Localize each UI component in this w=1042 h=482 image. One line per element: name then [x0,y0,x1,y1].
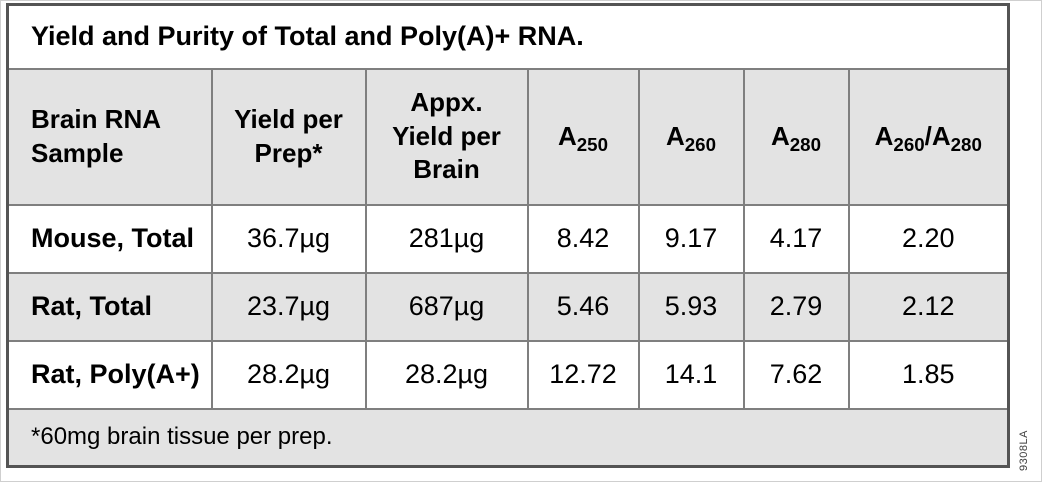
table-row: Mouse, Total 36.7µg 281µg 8.42 9.17 4.17 2.20 [6,203,1010,274]
column-header-4: A250 [526,67,640,206]
cell-value: 36.7µg [210,203,367,274]
cell-sample: Rat, Poly(A+) [6,339,213,410]
column-header-2: Yield per Prep* [210,67,367,206]
cell-value: 4.17 [742,203,850,274]
title-row: Yield and Purity of Total and Poly(A)+ R… [6,3,1010,70]
footnote-row: *60mg brain tissue per prep. [6,407,1010,468]
cell-sample: Rat, Total [6,271,213,342]
header-row: Brain RNA Sample Yield per Prep* Appx. Yield … [6,67,1010,206]
cell-value: 1.85 [847,339,1010,410]
table-footnote: *60mg brain tissue per prep. [6,407,1010,468]
cell-value: 28.2µg [210,339,367,410]
table-row: Rat, Total 23.7µg 687µg 5.46 5.93 2.79 2.12 [6,271,1010,342]
table-title: Yield and Purity of Total and Poly(A)+ R… [6,3,1010,70]
cell-value: 2.12 [847,271,1010,342]
column-header-7: A260/A280 [847,67,1010,206]
table-row: Rat, Poly(A+) 28.2µg 28.2µg 12.72 14.1 7.62 1.… [6,339,1010,410]
cell-sample: Mouse, Total [6,203,213,274]
cell-value: 5.93 [637,271,745,342]
cell-value: 5.46 [526,271,640,342]
cell-value: 8.42 [526,203,640,274]
cell-value: 2.20 [847,203,1010,274]
cell-value: 12.72 [526,339,640,410]
cell-value: 687µg [364,271,529,342]
rna-yield-table: Yield and Purity of Total and Poly(A)+ R… [6,3,1010,468]
column-header-3: Appx. Yield per Brain [364,67,529,206]
column-header-1: Brain RNA Sample [6,67,213,206]
cell-value: 23.7µg [210,271,367,342]
column-header-5: A260 [637,67,745,206]
cell-value: 28.2µg [364,339,529,410]
cell-value: 14.1 [637,339,745,410]
cell-value: 281µg [364,203,529,274]
table-body: Mouse, Total 36.7µg 281µg 8.42 9.17 4.17 2.20 R… [6,203,1010,410]
figure-id-watermark: 9308LA [1018,430,1030,471]
column-header-6: A280 [742,67,850,206]
cell-value: 9.17 [637,203,745,274]
cell-value: 2.79 [742,271,850,342]
cell-value: 7.62 [742,339,850,410]
